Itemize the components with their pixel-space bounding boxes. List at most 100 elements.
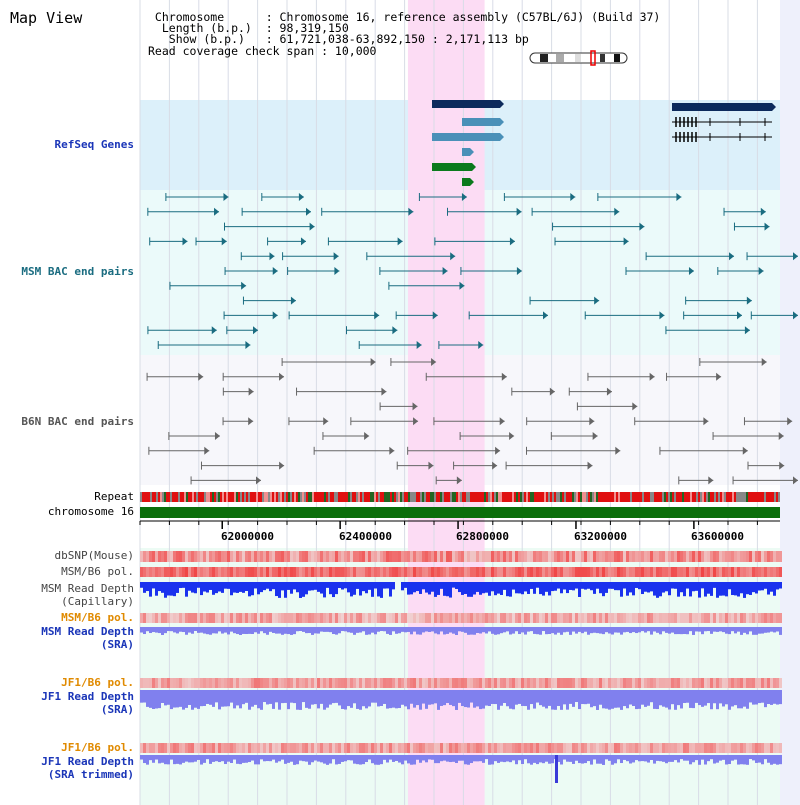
track-label-jf1-b6-pol[interactable]: JF1/B6 pol. xyxy=(61,676,134,689)
msm-b6-pol-cell xyxy=(350,567,353,577)
msm-bac-pair-end xyxy=(729,252,735,261)
msm-b6-pol-cell xyxy=(188,567,191,577)
msm-sra-depth xyxy=(170,627,173,632)
jf1-trimmed-depth xyxy=(266,755,269,762)
msm-sra-depth xyxy=(182,627,185,633)
msm-b6-pol-cell xyxy=(668,567,671,577)
dbsnp-cell xyxy=(551,551,554,562)
track-label-dbsnp[interactable]: dbSNP(Mouse) xyxy=(54,549,134,562)
msm-bac-pair-end xyxy=(223,193,229,201)
repeat-element xyxy=(236,492,238,502)
msm-sra-depth xyxy=(311,627,314,635)
msm-capillary-depth xyxy=(545,582,548,592)
msm-b6-pol-sra-cell xyxy=(224,613,227,623)
repeat-element xyxy=(192,492,194,502)
jf1-sra-depth xyxy=(287,690,290,710)
jf1-trimmed-depth xyxy=(479,755,482,762)
jf1-b6-pol-trim-cell xyxy=(200,743,203,753)
msm-capillary-depth xyxy=(665,582,668,592)
msm-sra-depth xyxy=(299,627,302,632)
msm-b6-pol-sra-cell xyxy=(779,613,782,623)
msm-b6-pol-cell xyxy=(278,567,281,577)
jf1-sra-depth xyxy=(530,690,533,705)
jf1-b6-pol-cell xyxy=(311,678,314,688)
jf1-sra-depth xyxy=(197,690,200,709)
msm-b6-pol-sra-cell xyxy=(743,613,746,623)
msm-b6-pol-sra-cell xyxy=(152,613,155,623)
track-label-msm-depth-capillary[interactable]: MSM Read Depth xyxy=(41,582,134,595)
dbsnp-cell xyxy=(329,551,332,562)
jf1-sra-depth xyxy=(659,690,662,706)
jf1-trimmed-depth xyxy=(200,755,203,765)
jf1-trimmed-depth xyxy=(659,755,662,762)
repeat-element xyxy=(420,492,422,502)
jf1-b6-pol-trim-cell xyxy=(263,743,266,753)
track-label-jf1-b6-pol-trimmed[interactable]: JF1/B6 pol. xyxy=(61,741,134,754)
track-label-msm-b6-pol[interactable]: MSM/B6 pol. xyxy=(61,565,134,578)
msm-capillary-depth xyxy=(320,582,323,594)
msm-sra-depth xyxy=(359,627,362,633)
dbsnp-cell xyxy=(608,551,611,562)
msm-bac-pair-end xyxy=(374,311,380,320)
msm-b6-pol-sra-cell xyxy=(245,613,248,623)
track-label-chromosome[interactable]: chromosome 16 xyxy=(47,505,134,518)
jf1-trimmed-depth xyxy=(452,755,455,762)
msm-b6-pol-sra-cell xyxy=(770,613,773,623)
msm-b6-pol-cell xyxy=(281,567,284,577)
repeat-element xyxy=(358,492,360,502)
track-label-b6n-bac[interactable]: B6N BAC end pairs xyxy=(21,415,134,428)
msm-sra-depth xyxy=(731,627,734,632)
msm-b6-pol-sra-cell xyxy=(209,613,212,623)
repeat-element xyxy=(376,492,378,502)
track-label-refseq[interactable]: RefSeq Genes xyxy=(54,138,134,151)
repeat-element xyxy=(160,492,162,502)
msm-sra-depth xyxy=(392,627,395,632)
ideogram-band xyxy=(614,54,620,62)
repeat-element xyxy=(744,492,746,502)
dbsnp-cell xyxy=(440,551,443,562)
repeat-element xyxy=(266,492,268,502)
jf1-b6-pol-trim-cell xyxy=(500,743,503,753)
jf1-b6-pol-trim-cell xyxy=(671,743,674,753)
msm-sra-depth xyxy=(281,627,284,635)
track-label-repeat[interactable]: Repeat xyxy=(94,490,134,503)
jf1-sra-depth xyxy=(548,690,551,706)
b6n-bac-pair-end xyxy=(716,372,722,381)
track-label-jf1-depth-sra[interactable]: JF1 Read Depth xyxy=(41,690,134,703)
jf1-b6-pol-cell xyxy=(548,678,551,688)
msm-b6-pol-sra-cell xyxy=(752,613,755,623)
repeat-element xyxy=(250,492,252,502)
repeat-element xyxy=(450,492,452,502)
jf1-b6-pol-cell xyxy=(683,678,686,688)
dbsnp-cell xyxy=(629,551,632,562)
msm-sra-depth xyxy=(290,627,293,635)
jf1-sra-depth xyxy=(320,690,323,704)
msm-sra-depth xyxy=(155,627,158,633)
msm-capillary-depth xyxy=(293,582,296,590)
track-label-msm-depth-sra[interactable]: MSM Read Depth xyxy=(41,625,134,638)
msm-sra-depth xyxy=(320,627,323,632)
jf1-b6-pol-trim-cell xyxy=(404,743,407,753)
msm-b6-pol-sra-cell xyxy=(383,613,386,623)
msm-b6-pol-sra-cell xyxy=(722,613,725,623)
jf1-b6-pol-cell xyxy=(245,678,248,688)
jf1-sra-depth xyxy=(716,690,719,710)
jf1-sra-depth xyxy=(650,690,653,703)
dbsnp-cell xyxy=(740,551,743,562)
msm-b6-pol-cell xyxy=(665,567,668,577)
msm-sra-depth xyxy=(686,627,689,635)
repeat-element xyxy=(714,492,716,502)
jf1-b6-pol-cell xyxy=(314,678,317,688)
track-label-jf1-depth-trimmed[interactable]: JF1 Read Depth xyxy=(41,755,134,768)
repeat-element xyxy=(406,492,408,502)
repeat-element xyxy=(392,492,394,502)
msm-b6-pol-sra-cell xyxy=(323,613,326,623)
repeat-element xyxy=(348,492,350,502)
dbsnp-cell xyxy=(413,551,416,562)
jf1-trimmed-depth xyxy=(371,755,374,764)
track-label-msm-b6-pol-sra[interactable]: MSM/B6 pol. xyxy=(61,611,134,624)
msm-sra-depth xyxy=(611,627,614,635)
track-label-msm-bac[interactable]: MSM BAC end pairs xyxy=(21,265,134,278)
msm-sra-depth xyxy=(716,627,719,632)
jf1-sra-depth xyxy=(584,690,587,705)
